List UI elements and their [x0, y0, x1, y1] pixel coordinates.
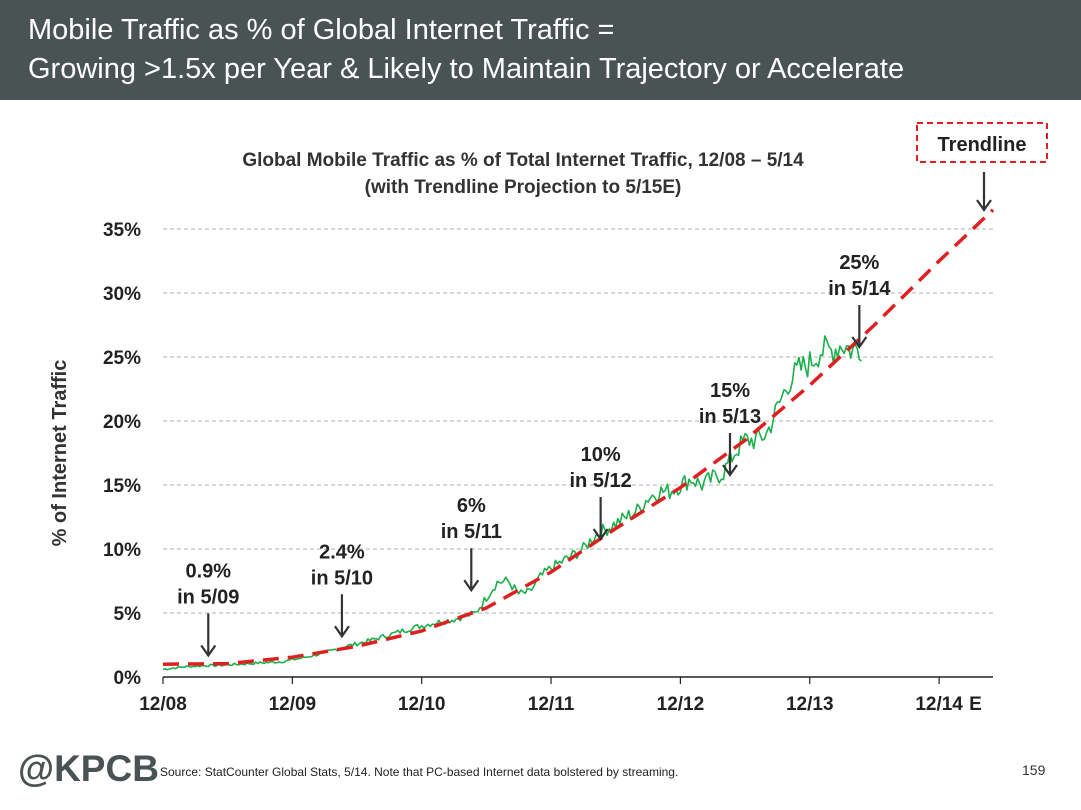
- y-tick-label: 20%: [103, 412, 141, 433]
- x-tick-label: 12/11: [528, 694, 575, 715]
- annotation-value: 0.9%: [185, 560, 231, 582]
- source-note: Source: StatCounter Global Stats, 5/14. …: [160, 765, 679, 779]
- annotation-date: in 5/10: [311, 567, 373, 589]
- x-tick-suffix: E: [969, 694, 982, 715]
- chart-subtitle: (with Trendline Projection to 5/15E): [365, 177, 682, 198]
- annotation-value: 6%: [457, 495, 486, 517]
- annotation-date: in 5/09: [177, 586, 239, 608]
- page-number: 159: [1022, 762, 1046, 778]
- kpcb-logo: @KPCB: [18, 748, 159, 789]
- y-tick-label: 10%: [103, 540, 141, 561]
- x-tick-label: 12/12: [657, 694, 705, 715]
- y-tick-label: 15%: [103, 476, 141, 497]
- annotation-date: in 5/12: [570, 470, 632, 492]
- annotation-arrowhead: [200, 644, 217, 658]
- trendline-legend-label: Trendline: [938, 134, 1027, 156]
- annotation-arrowhead: [592, 528, 609, 541]
- mobile-traffic-series-line: [162, 335, 862, 671]
- slide-title-line-2: Growing >1.5x per Year & Likely to Maint…: [28, 53, 905, 85]
- slide-title-line-1: Mobile Traffic as % of Global Internet T…: [28, 14, 615, 46]
- y-tick-label: 25%: [103, 348, 141, 369]
- annotation-arrowhead: [851, 336, 868, 349]
- y-tick-label: 5%: [114, 604, 142, 625]
- annotation-date: in 5/14: [828, 278, 891, 300]
- annotation-value: 10%: [581, 444, 621, 466]
- annotation-value: 15%: [710, 380, 750, 402]
- x-tick-label: 12/10: [398, 694, 446, 715]
- annotation-date: in 5/11: [441, 521, 502, 543]
- x-tick-label: 12/09: [269, 694, 317, 715]
- slide-header: Mobile Traffic as % of Global Internet T…: [0, 0, 1081, 100]
- y-axis-label: % of Internet Traffic: [49, 360, 71, 547]
- x-tick-label: 12/13: [786, 694, 834, 715]
- trendline-series-line: [162, 208, 995, 666]
- annotation-arrowhead: [463, 579, 480, 593]
- trendline-legend-arrowhead: [976, 199, 992, 212]
- chart-title: Global Mobile Traffic as % of Total Inte…: [242, 150, 804, 171]
- annotation-value: 25%: [839, 252, 879, 274]
- annotation-date: in 5/13: [699, 406, 761, 428]
- x-tick-label: 12/08: [139, 694, 187, 715]
- y-tick-label: 35%: [103, 220, 141, 241]
- x-tick-label: 12/14: [915, 694, 963, 715]
- annotation-arrowhead: [722, 464, 738, 477]
- annotation-arrowhead: [334, 625, 350, 639]
- y-tick-label: 0%: [114, 668, 142, 689]
- trendline-legend-box: [916, 122, 1048, 163]
- y-tick-label: 30%: [103, 284, 141, 305]
- mobile-traffic-chart: Global Mobile Traffic as % of Total Inte…: [49, 122, 1048, 715]
- annotation-value: 2.4%: [319, 541, 365, 563]
